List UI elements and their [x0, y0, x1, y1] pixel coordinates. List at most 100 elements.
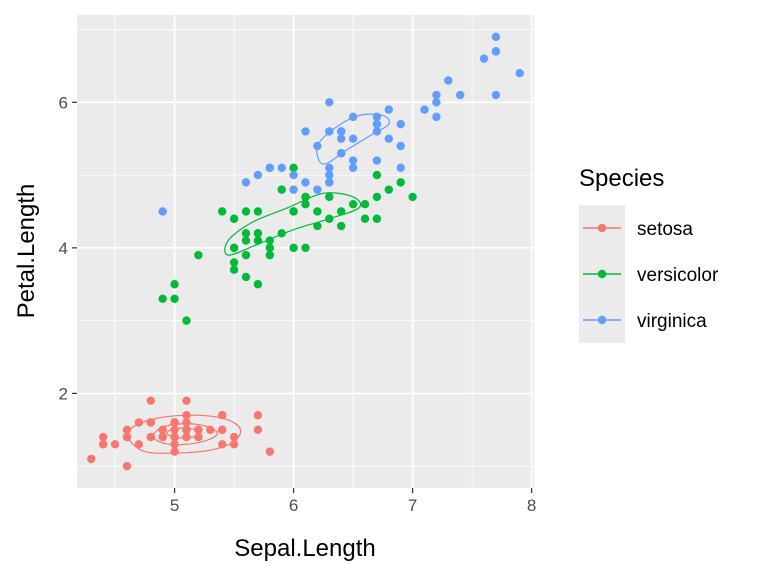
versicolor-point — [241, 229, 251, 238]
legend-label-versicolor: versicolor — [637, 265, 719, 286]
setosa-point — [170, 418, 179, 427]
versicolor-point — [194, 250, 203, 260]
setosa-point — [253, 411, 263, 420]
data-points — [87, 32, 524, 471]
virginica-point — [325, 178, 334, 187]
legend-point-setosa — [597, 223, 607, 233]
virginica-point — [491, 47, 501, 56]
virginica-point — [491, 32, 501, 42]
versicolor-point — [408, 192, 417, 202]
y-tick-label: 4 — [59, 239, 68, 258]
virginica-point — [277, 163, 286, 173]
versicolor-point — [253, 280, 263, 289]
setosa-point — [182, 418, 191, 427]
versicolor-point — [170, 294, 179, 303]
versicolor-point — [253, 236, 263, 245]
virginica-point — [432, 112, 441, 122]
virginica-point — [479, 54, 489, 63]
virginica-point — [313, 141, 322, 151]
setosa-point — [206, 425, 215, 434]
setosa-point — [122, 432, 132, 442]
virginica-point — [253, 170, 263, 180]
virginica-point — [301, 178, 310, 187]
setosa-point — [122, 425, 132, 434]
setosa-point — [265, 447, 274, 456]
virginica-point — [348, 134, 358, 143]
virginica-point — [396, 163, 405, 173]
setosa-point — [194, 432, 203, 442]
setosa-point — [87, 454, 96, 464]
legend-point-virginica — [597, 315, 607, 325]
virginica-point — [325, 170, 334, 180]
versicolor-point — [229, 243, 239, 253]
versicolor-point — [229, 258, 239, 267]
virginica-point — [289, 185, 298, 194]
versicolor-point — [241, 207, 251, 216]
legend: Species setosa versicolor virginica — [579, 165, 719, 343]
versicolor-point — [301, 192, 310, 202]
setosa-point — [170, 440, 179, 449]
versicolor-point — [301, 243, 310, 253]
versicolor-point — [301, 200, 310, 209]
y-tick-label: 2 — [59, 384, 68, 403]
versicolor-point — [372, 214, 382, 223]
versicolor-point — [348, 200, 358, 209]
virginica-point — [384, 105, 394, 114]
setosa-point — [253, 425, 263, 434]
setosa-point — [217, 425, 227, 434]
virginica-point — [348, 163, 358, 173]
versicolor-point — [384, 185, 394, 194]
virginica-point — [348, 112, 358, 122]
virginica-point — [337, 134, 346, 143]
virginica-point — [396, 141, 405, 151]
y-axis-ticks: 2 4 6 — [59, 93, 77, 403]
virginica-point — [372, 112, 382, 122]
virginica-point — [325, 163, 334, 173]
setosa-point — [98, 440, 108, 449]
x-axis-ticks: 5 6 7 8 — [170, 488, 536, 515]
x-tick-label: 6 — [289, 496, 298, 515]
versicolor-point — [396, 178, 405, 187]
versicolor-point — [360, 200, 370, 209]
versicolor-point — [277, 229, 286, 238]
versicolor-point — [337, 221, 346, 231]
virginica-point — [456, 90, 465, 100]
versicolor-point — [253, 229, 263, 238]
versicolor-point — [229, 214, 239, 223]
legend-title: Species — [579, 165, 664, 192]
virginica-point — [289, 170, 298, 180]
versicolor-point — [289, 163, 298, 173]
legend-label-setosa: setosa — [637, 219, 693, 240]
virginica-point — [384, 134, 394, 143]
virginica-point — [348, 156, 358, 165]
virginica-point — [325, 98, 334, 107]
versicolor-point — [253, 207, 263, 216]
versicolor-point — [241, 250, 251, 260]
setosa-point — [229, 440, 239, 449]
x-tick-label: 8 — [527, 496, 536, 515]
setosa-point — [182, 396, 191, 405]
setosa-point — [122, 461, 132, 471]
setosa-point — [182, 425, 191, 434]
versicolor-point — [277, 185, 286, 194]
setosa-point — [98, 432, 108, 442]
setosa-point — [110, 440, 120, 449]
virginica-point — [444, 76, 453, 85]
versicolor-point — [265, 243, 274, 253]
virginica-point — [372, 119, 382, 129]
versicolor-point — [372, 170, 382, 180]
versicolor-point — [325, 214, 334, 223]
setosa-point — [134, 418, 144, 427]
versicolor-point — [158, 294, 167, 303]
virginica-point — [313, 185, 322, 194]
versicolor-point — [360, 214, 370, 223]
versicolor-point — [325, 192, 334, 202]
setosa-point — [146, 432, 155, 442]
virginica-point — [515, 69, 524, 78]
x-tick-label: 5 — [170, 496, 179, 515]
y-tick-label: 6 — [59, 93, 68, 112]
setosa-point — [217, 411, 227, 420]
virginica-point — [325, 127, 334, 136]
virginica-point — [372, 127, 382, 136]
setosa-point — [170, 432, 179, 442]
